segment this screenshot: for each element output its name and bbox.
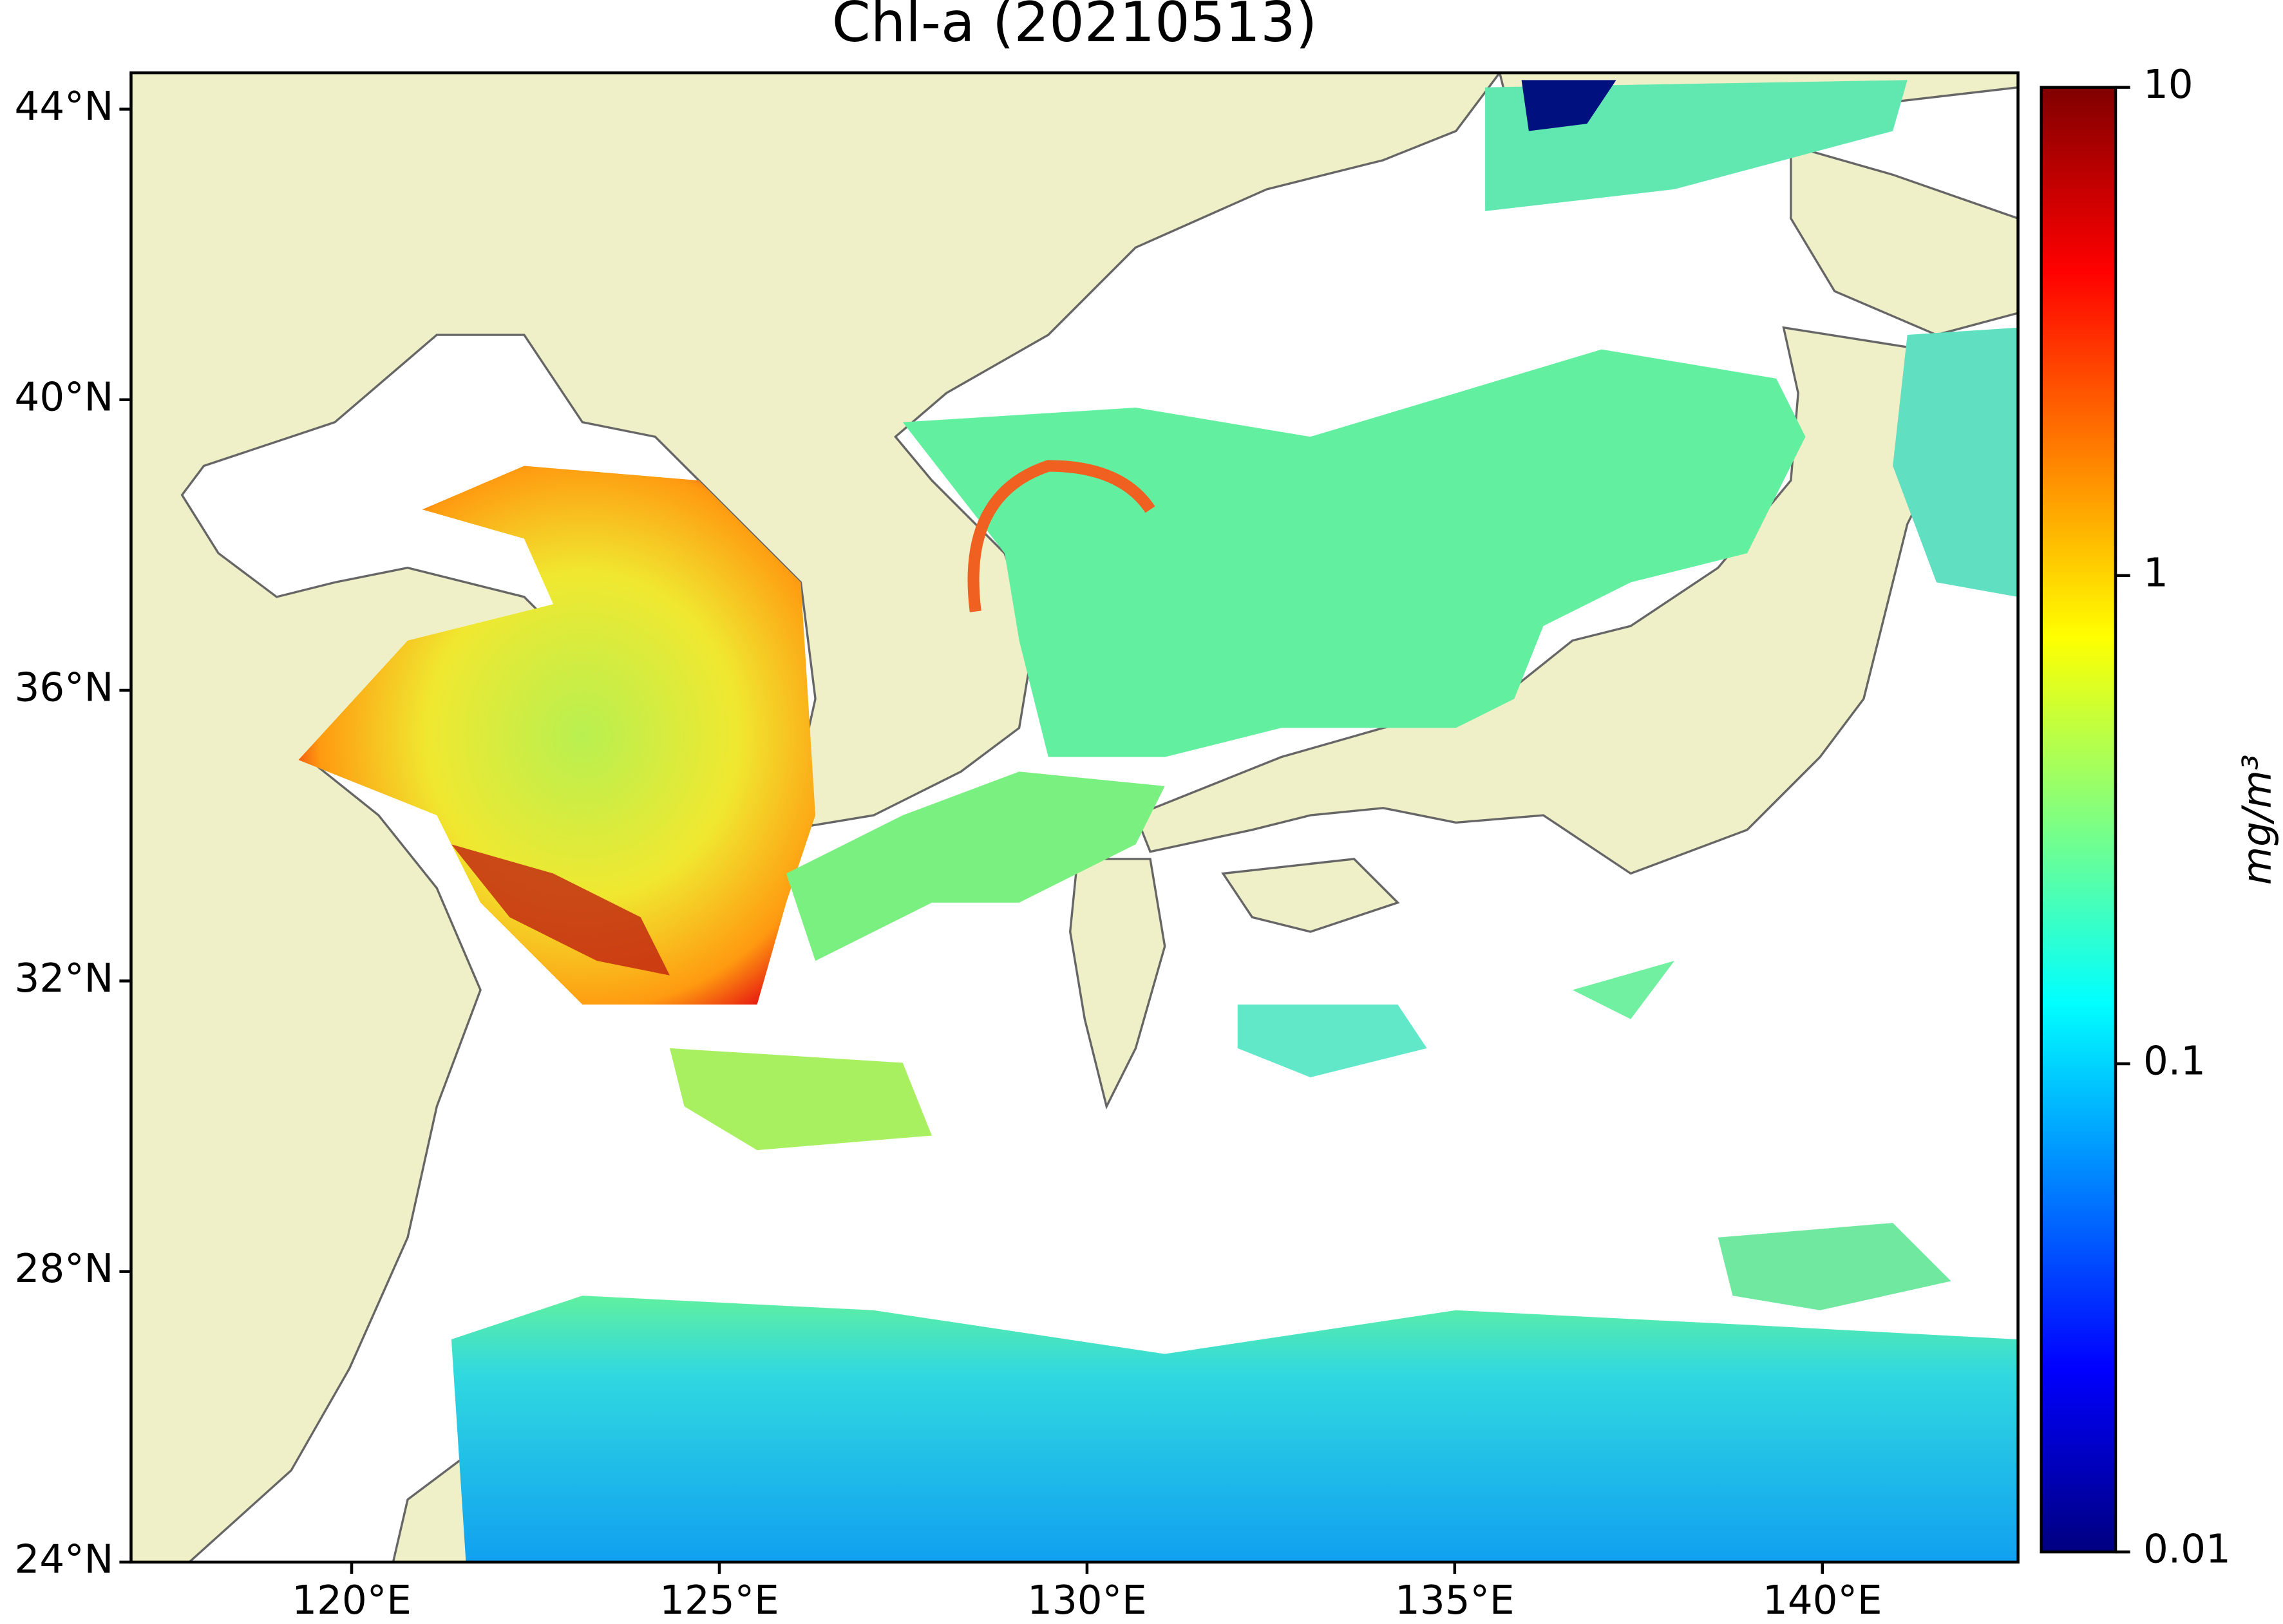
land-asia: [131, 73, 1501, 1562]
ecs-patch: [669, 1048, 932, 1151]
y-tick-label: 40°N: [15, 374, 114, 420]
y-tick-label: 32°N: [15, 956, 114, 1001]
colorbar-tick-label: 0.01: [2143, 1527, 2231, 1572]
south-data: [451, 1296, 2018, 1562]
colorbar-tick-label: 1: [2143, 550, 2168, 596]
land-shikoku: [1221, 858, 1400, 933]
patch-east: [1237, 1004, 1427, 1078]
patch-east2: [1572, 961, 1674, 1019]
japan-sea-data: [902, 349, 1806, 757]
x-tick-label: 140°E: [1763, 1578, 1882, 1623]
x-tick-label: 120°E: [292, 1578, 412, 1623]
yellow-sea-data: [298, 466, 816, 1005]
colorbar-label: mg/m³: [2234, 755, 2280, 885]
land-honshu: [1134, 326, 1953, 875]
colorbar-tick-label: 10: [2143, 62, 2193, 108]
yellow-sea-high: [451, 844, 670, 976]
colorbar-tick-label: 0.1: [2143, 1039, 2206, 1084]
north-low: [1521, 80, 1616, 131]
x-tick-label: 135°E: [1395, 1578, 1515, 1623]
x-tick-label: 125°E: [659, 1578, 779, 1623]
korea-front: [967, 460, 1155, 612]
y-tick-label: 36°N: [15, 665, 114, 711]
title: Chl-a (20210513): [832, 0, 1318, 55]
land-hokkaido: [1790, 144, 2018, 336]
south-patch: [1718, 1223, 1951, 1310]
map-area: [131, 73, 2018, 1562]
map-frame: [129, 71, 2020, 1564]
y-tick-label: 44°N: [15, 84, 114, 129]
pacific-north: [1893, 327, 2018, 597]
y-tick-label: 24°N: [15, 1536, 114, 1582]
colorbar: [2040, 86, 2117, 1554]
y-tick-label: 28°N: [15, 1246, 114, 1292]
ecs-data: [786, 771, 1165, 961]
x-tick-label: 130°E: [1027, 1578, 1147, 1623]
land-kyushu: [1069, 858, 1166, 1110]
